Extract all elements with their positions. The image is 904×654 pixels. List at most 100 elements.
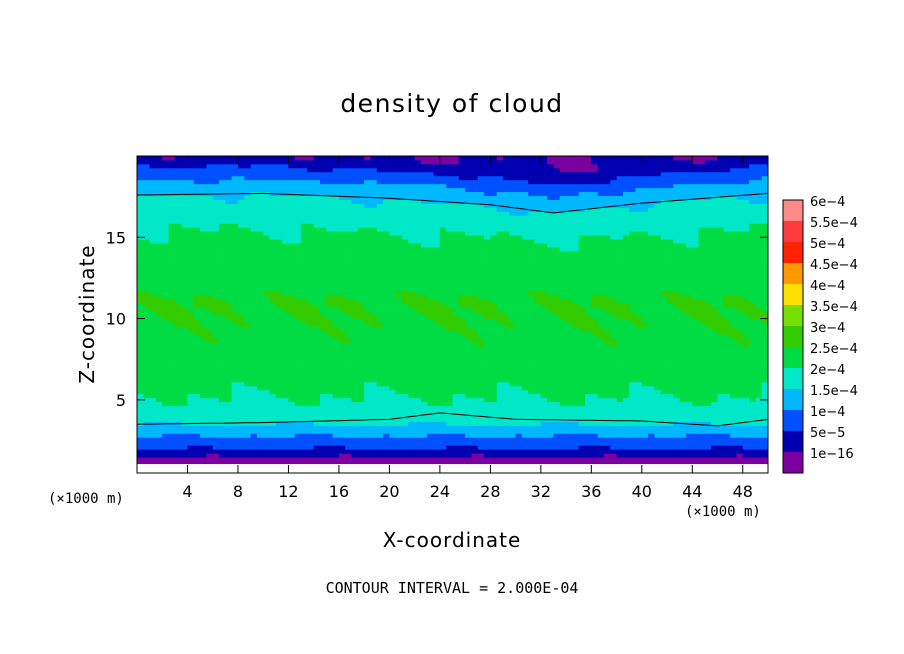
field-cell	[143, 334, 151, 339]
field-cell	[193, 342, 201, 347]
field-cell	[206, 171, 214, 177]
field-cell	[446, 223, 453, 228]
field-cell	[515, 259, 523, 264]
field-cell	[174, 413, 182, 418]
field-cell	[402, 326, 409, 331]
field-cell	[408, 373, 416, 379]
field-cell	[370, 227, 378, 232]
field-cell	[414, 294, 422, 300]
field-cell	[383, 366, 390, 371]
field-cell	[137, 405, 144, 410]
field-cell	[231, 457, 239, 462]
field-cell	[155, 227, 163, 232]
field-cell	[357, 346, 365, 351]
field-cell	[452, 429, 460, 434]
field-cell	[193, 429, 201, 434]
field-cell	[452, 377, 460, 383]
field-cell	[282, 156, 289, 161]
field-cell	[307, 251, 315, 256]
field-cell	[212, 342, 220, 347]
field-cell	[193, 338, 201, 343]
field-cell	[269, 385, 277, 391]
field-cell	[149, 278, 157, 284]
field-cell	[168, 326, 176, 331]
field-cell	[376, 247, 384, 252]
field-cell	[515, 369, 523, 375]
field-cell	[206, 417, 214, 422]
field-cell	[275, 453, 283, 458]
field-cell	[408, 179, 416, 185]
field-cell	[389, 290, 397, 296]
field-cell	[313, 433, 321, 438]
field-cell	[237, 175, 245, 181]
field-cell	[357, 322, 365, 327]
field-cell	[181, 215, 188, 220]
field-cell	[389, 163, 397, 169]
field-cell	[383, 223, 390, 228]
field-cell	[155, 318, 163, 323]
field-cell	[288, 326, 296, 331]
field-cell	[155, 397, 163, 403]
field-cell	[515, 207, 523, 212]
field-cell	[225, 350, 233, 355]
field-cell	[465, 294, 472, 300]
field-cell	[319, 449, 327, 454]
field-cell	[502, 270, 510, 276]
field-cell	[446, 358, 453, 363]
field-cell	[250, 278, 258, 284]
field-cell	[168, 330, 176, 335]
field-cell	[237, 389, 245, 395]
field-cell	[162, 314, 169, 319]
field-cell	[250, 270, 258, 276]
field-cell	[301, 449, 308, 454]
field-cell	[509, 445, 516, 450]
field-cell	[338, 195, 346, 200]
field-cell	[263, 461, 270, 466]
field-cell	[244, 334, 251, 339]
field-cell	[294, 223, 302, 228]
field-cell	[427, 219, 434, 224]
field-cell	[237, 215, 245, 220]
field-cell	[502, 223, 510, 228]
field-cell	[370, 231, 378, 236]
field-cell	[389, 409, 397, 414]
field-cell	[408, 429, 416, 434]
field-cell	[376, 385, 384, 391]
field-cell	[408, 310, 416, 315]
field-cell	[275, 318, 283, 323]
field-cell	[446, 274, 453, 280]
field-cell	[414, 259, 422, 264]
field-cell	[231, 369, 239, 375]
field-cell	[149, 211, 157, 216]
field-cell	[206, 223, 214, 228]
field-cell	[275, 163, 283, 169]
field-cell	[137, 310, 144, 315]
field-cell	[490, 413, 498, 418]
field-cell	[244, 342, 251, 347]
field-cell	[521, 163, 529, 169]
field-cell	[332, 381, 340, 387]
field-cell	[313, 207, 321, 212]
field-cell	[237, 366, 245, 371]
field-cell	[496, 286, 504, 292]
field-cell	[301, 187, 308, 193]
field-cell	[212, 417, 220, 422]
field-cell	[402, 334, 409, 339]
field-cell	[395, 457, 403, 462]
field-cell	[307, 437, 315, 442]
field-cell	[332, 262, 340, 268]
field-cell	[282, 219, 289, 224]
field-cell	[149, 227, 157, 232]
field-cell	[496, 397, 504, 403]
field-cell	[364, 457, 371, 462]
field-cell	[351, 346, 359, 351]
field-cell	[420, 421, 428, 426]
field-cell	[275, 247, 283, 252]
field-cell	[502, 338, 510, 343]
field-cell	[269, 425, 277, 430]
field-cell	[351, 156, 359, 161]
field-cell	[502, 314, 510, 319]
field-cell	[187, 247, 195, 252]
field-cell	[231, 278, 239, 284]
field-cell	[219, 369, 226, 375]
